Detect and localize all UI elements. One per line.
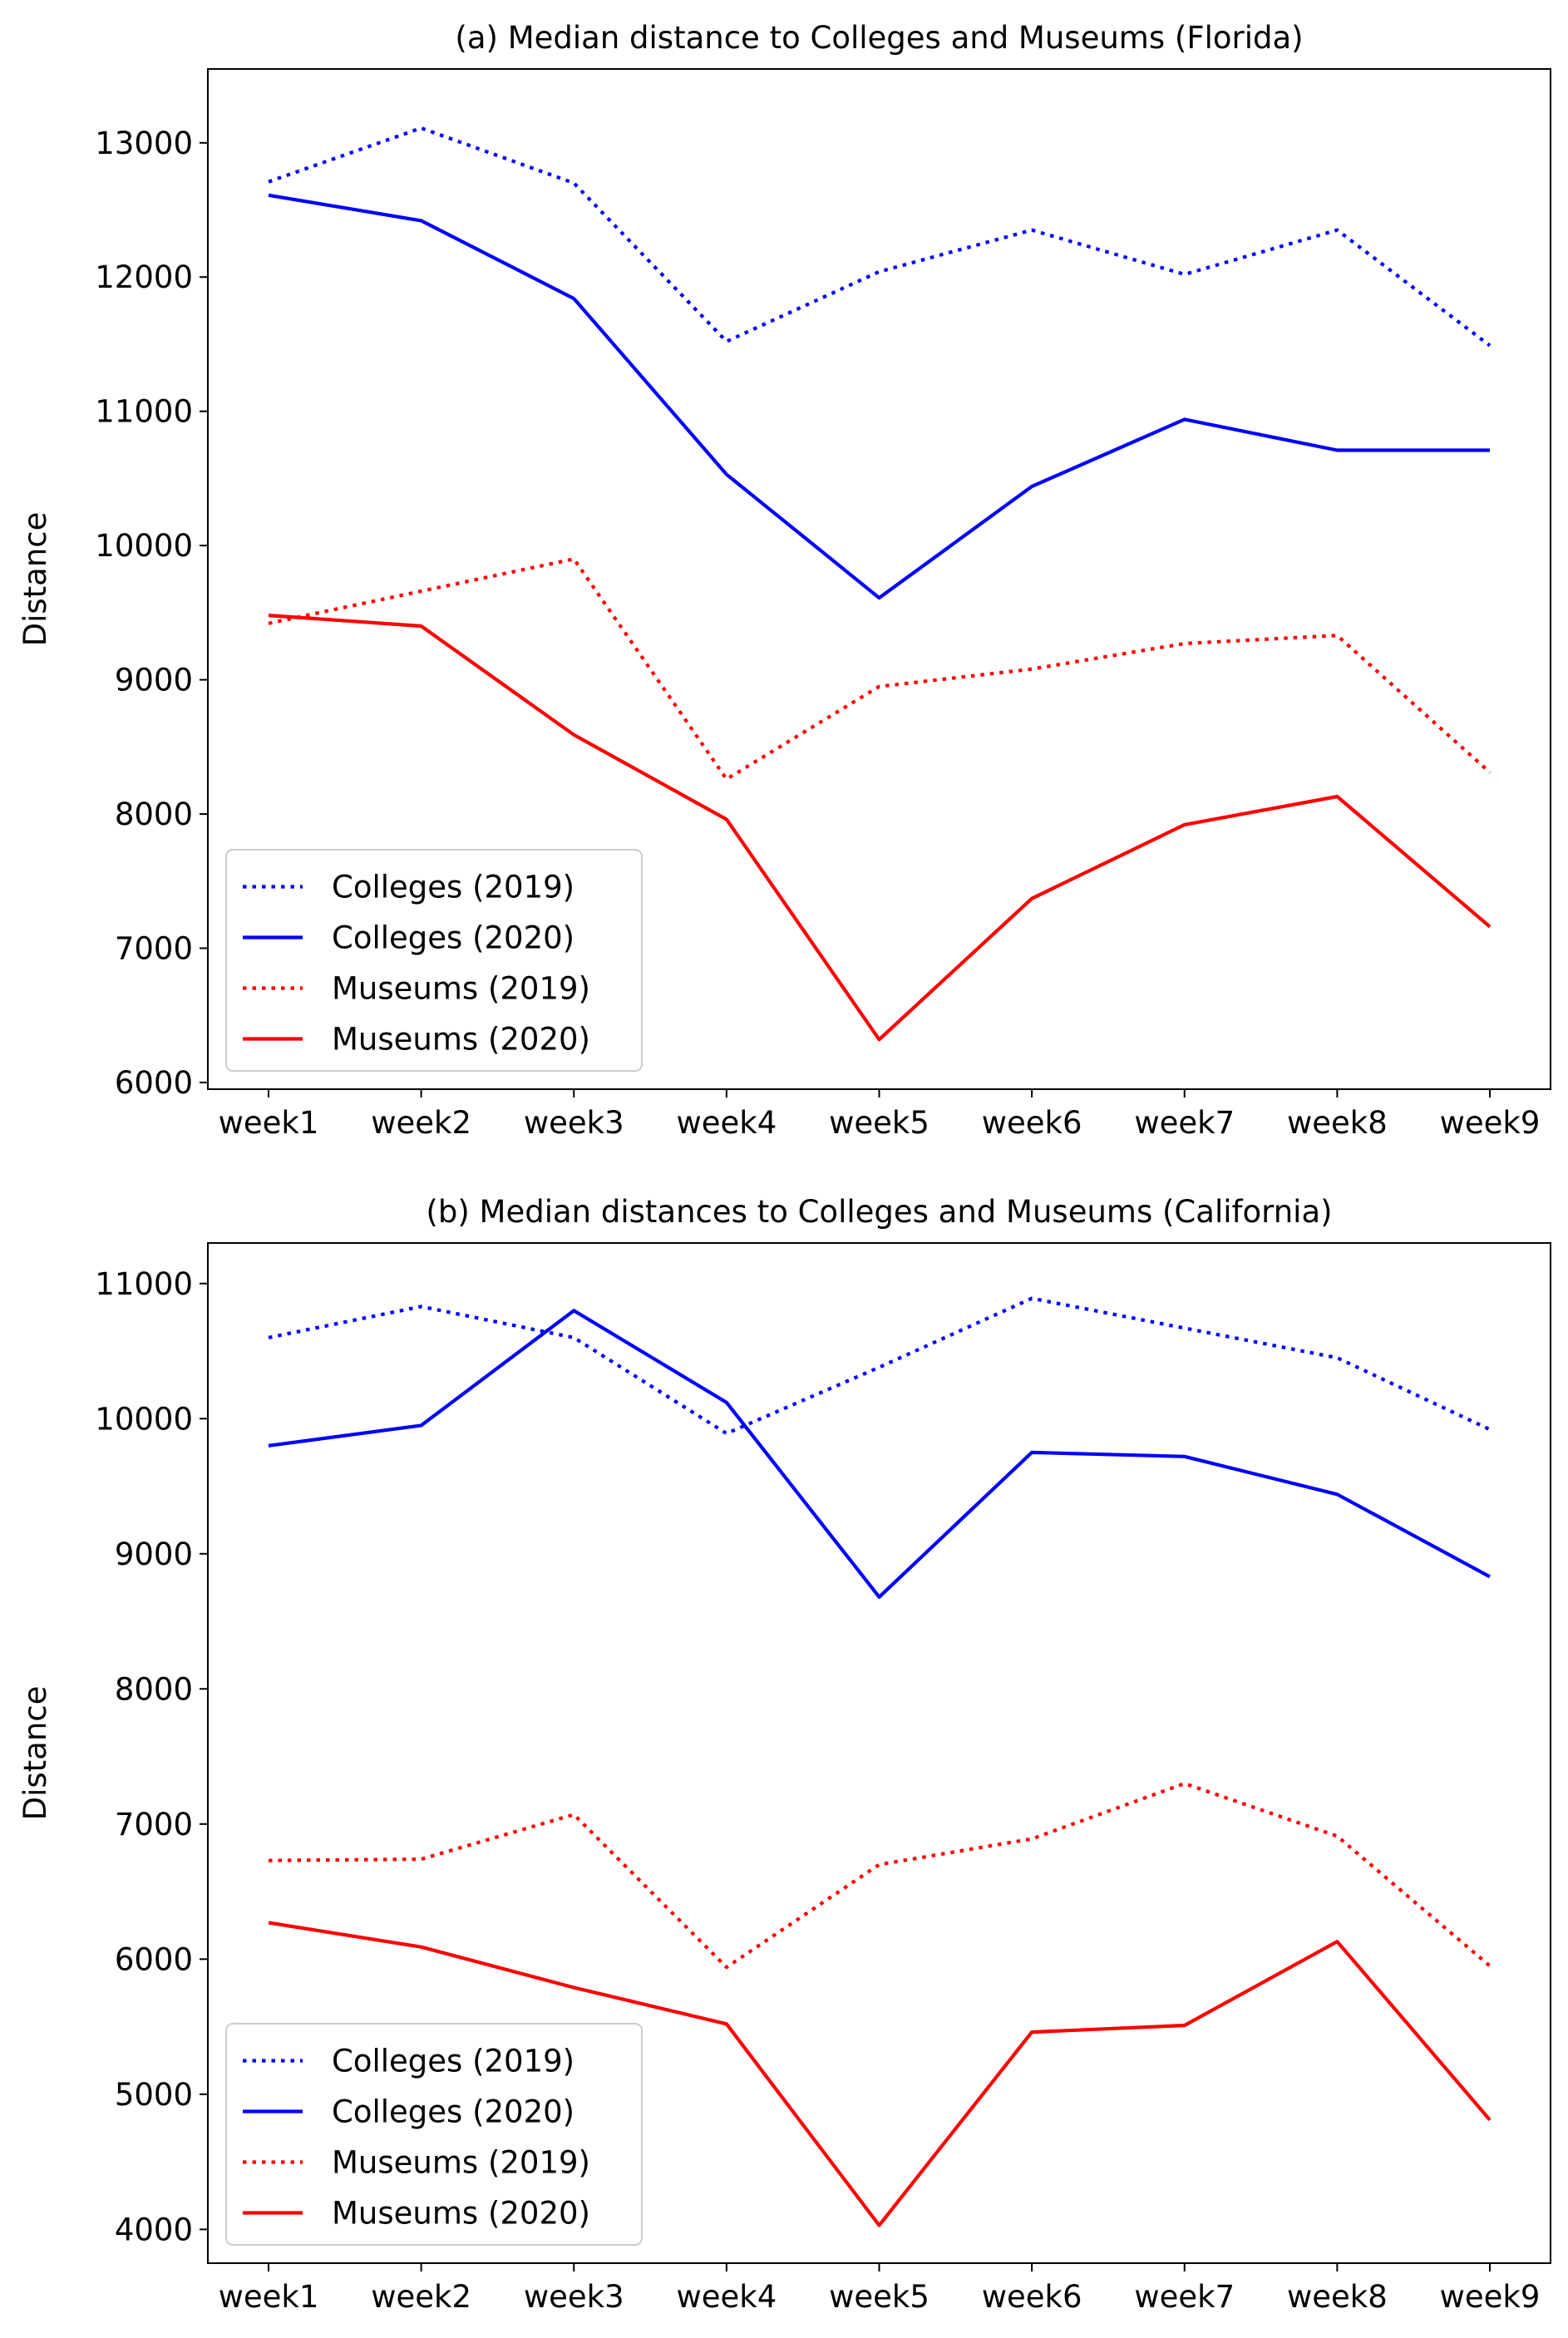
chart-1-x-tick-label: week3 [524, 2279, 624, 2315]
chart-1-y-tick-label: 7000 [115, 1807, 193, 1842]
chart-1-y-axis-label: Distance [17, 1686, 53, 1821]
chart-0-legend-label: Colleges (2019) [332, 870, 574, 905]
chart-0-y-tick-label: 11000 [95, 394, 193, 430]
chart-0-legend-label: Colleges (2020) [332, 920, 574, 956]
chart-1-series-colleges-2019-line [268, 1296, 1491, 1436]
chart-0-y-tick-label: 9000 [115, 663, 193, 698]
chart-1-x-tick-label: week8 [1287, 2279, 1388, 2315]
chart-1-series-museums-2020-line [268, 1921, 1492, 2227]
chart-1-x-tick-label: week6 [982, 2279, 1082, 2315]
chart-0-y-tick-label: 7000 [115, 930, 193, 966]
chart-1-title: (b) Median distances to Colleges and Mus… [426, 1194, 1332, 1230]
chart-1-plot-frame [207, 1242, 1551, 2264]
chart-0-x-tick-label: week3 [524, 1105, 624, 1141]
chart-0-title: (a) Median distance to Colleges and Muse… [455, 20, 1303, 56]
chart-1-y-tick-label: 8000 [115, 1671, 193, 1707]
chart-0-y-axis-label: Distance [17, 512, 53, 647]
chart-1-y-tick-label: 11000 [95, 1266, 193, 1302]
chart-0-x-tick-label: week6 [982, 1105, 1082, 1141]
chart-0-y-tick-label: 8000 [115, 797, 193, 832]
chart-1-y-tick-label: 10000 [95, 1401, 193, 1437]
chart-0-series-museums-2020-line [268, 614, 1492, 1042]
chart-1-legend [225, 2023, 643, 2246]
chart-0-x-tick-label: week9 [1440, 1105, 1541, 1141]
chart-1-x-tick-label: week5 [829, 2279, 929, 2315]
chart-1-legend-label: Colleges (2019) [332, 2044, 574, 2079]
chart-1-x-tick-label: week1 [219, 2279, 319, 2315]
chart-0-x-tick-label: week1 [219, 1105, 319, 1141]
chart-0-y-tick-label: 10000 [95, 528, 193, 564]
chart-0-plot-frame [207, 68, 1551, 1090]
chart-florida: (a) Median distance to Colleges and Muse… [17, 20, 1551, 1141]
chart-1-y-tick-label: 5000 [115, 2077, 193, 2113]
chart-0-x-tick-label: week7 [1134, 1105, 1235, 1141]
chart-0-x-tick-label: week4 [676, 1105, 777, 1141]
chart-0-x-tick-label: week5 [829, 1105, 929, 1141]
chart-1-legend-label: Colleges (2020) [332, 2094, 574, 2130]
chart-1-x-tick-label: week2 [371, 2279, 471, 2315]
chart-0-legend-label: Museums (2020) [332, 1022, 590, 1058]
chart-0-x-tick-label: week2 [371, 1105, 471, 1141]
chart-0-series-colleges-2020-line [268, 193, 1490, 600]
chart-1-y-tick-label: 9000 [115, 1536, 193, 1572]
chart-california: (b) Median distances to Colleges and Mus… [17, 1194, 1551, 2315]
chart-0-x-tick-label: week8 [1287, 1105, 1388, 1141]
chart-0-legend [225, 849, 643, 1072]
chart-0-y-tick-label: 6000 [115, 1065, 193, 1101]
chart-1-x-tick-label: week4 [676, 2279, 777, 2315]
chart-1-y-tick-label: 6000 [115, 1941, 193, 1977]
chart-0-legend-label: Museums (2019) [332, 971, 590, 1007]
chart-0-series-museums-2019-line [268, 557, 1492, 782]
chart-0-y-tick-label: 13000 [95, 126, 193, 161]
chart-1-y-tick-label: 4000 [115, 2212, 193, 2247]
chart-1-series-colleges-2020-line [268, 1309, 1491, 1599]
chart-1-legend-label: Museums (2019) [332, 2145, 590, 2181]
chart-1-legend-label: Museums (2020) [332, 2196, 590, 2232]
chart-1-x-tick-label: week7 [1134, 2279, 1235, 2315]
chart-1-series-museums-2019-line [268, 1782, 1492, 1970]
chart-0-y-tick-label: 12000 [95, 259, 193, 295]
chart-1-x-tick-label: week9 [1440, 2279, 1541, 2315]
